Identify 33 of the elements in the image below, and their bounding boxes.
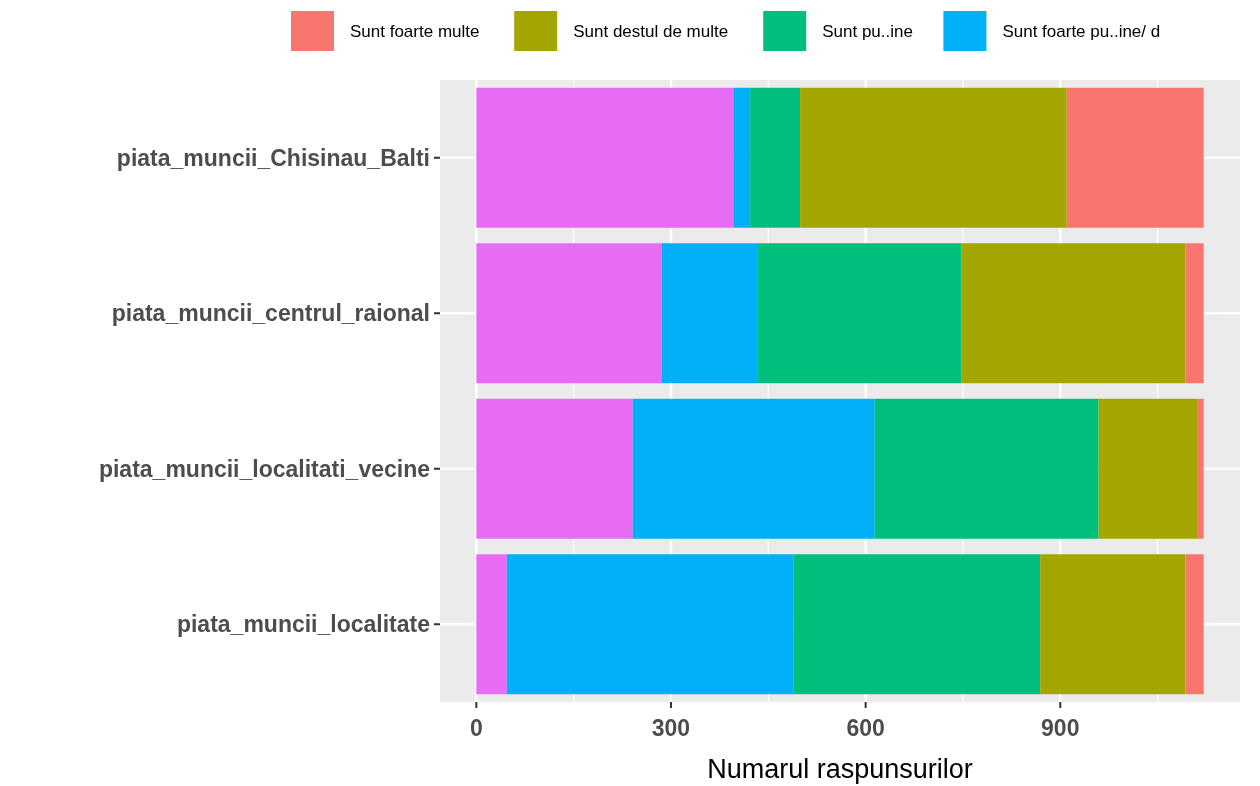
bar <box>874 398 1099 539</box>
bar <box>1185 243 1204 384</box>
bar <box>793 554 1041 695</box>
bar <box>661 243 758 384</box>
bar <box>506 554 794 695</box>
x-tick-label: 300 <box>651 715 691 741</box>
bar <box>1197 398 1204 539</box>
x-tick-label: 0 <box>469 715 483 741</box>
bar <box>1098 398 1198 539</box>
x-tick-label: 900 <box>1041 715 1080 741</box>
bar <box>1066 87 1204 228</box>
legend-label: Sunt destul de multe <box>573 22 729 41</box>
bar <box>750 87 801 228</box>
bar <box>961 243 1186 384</box>
bar <box>476 243 662 384</box>
legend-label: Sunt foarte pu..ine/ d <box>1002 22 1161 41</box>
legend-label: Sunt pu..ine <box>822 22 913 41</box>
bar <box>476 87 734 228</box>
bar <box>632 398 875 539</box>
bar <box>1185 554 1204 695</box>
bar <box>757 243 962 384</box>
bar <box>800 87 1067 228</box>
x-axis-title: Numarul raspunsurilor <box>707 754 973 784</box>
y-tick-label: piata_muncii_localitate <box>176 611 430 638</box>
bar <box>733 87 751 228</box>
y-tick-label: piata_muncii_Chisinau_Balti <box>116 144 430 171</box>
bar <box>476 398 633 539</box>
legend-label: Sunt foarte multe <box>350 22 480 41</box>
bar <box>1040 554 1186 695</box>
bar <box>476 554 507 695</box>
y-tick-label: piata_muncii_centrul_raional <box>111 300 430 327</box>
y-tick-label: piata_muncii_localitati_vecine <box>98 455 430 482</box>
x-tick-label: 600 <box>846 715 885 741</box>
